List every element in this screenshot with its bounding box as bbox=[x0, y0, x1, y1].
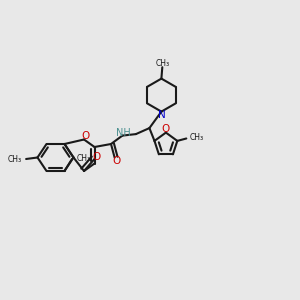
Text: CH₃: CH₃ bbox=[76, 154, 90, 163]
Text: N: N bbox=[158, 110, 165, 120]
Text: O: O bbox=[161, 124, 170, 134]
Text: CH₃: CH₃ bbox=[7, 154, 21, 164]
Text: NH: NH bbox=[116, 128, 130, 138]
Text: CH₃: CH₃ bbox=[155, 59, 170, 68]
Text: CH₃: CH₃ bbox=[190, 134, 204, 142]
Text: O: O bbox=[92, 152, 100, 163]
Text: O: O bbox=[81, 131, 90, 141]
Text: O: O bbox=[112, 155, 121, 166]
